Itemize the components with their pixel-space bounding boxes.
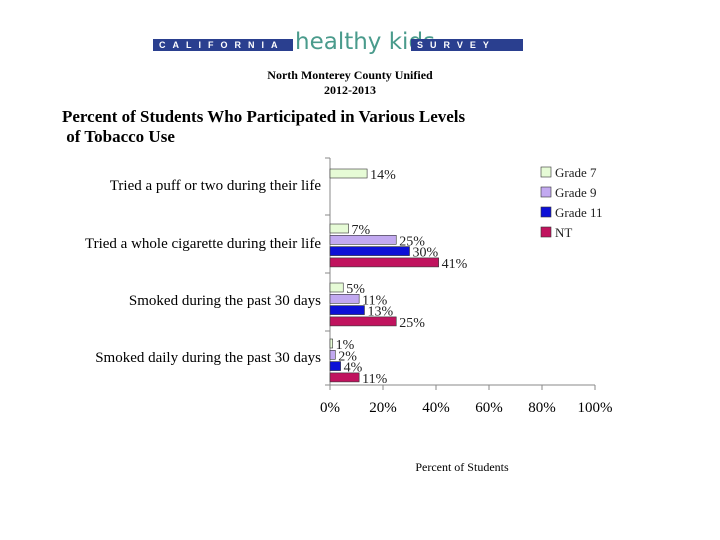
category-label: Tried a whole cigarette during their lif… — [85, 236, 321, 252]
legend-label: Grade 9 — [555, 185, 597, 200]
data-label: 5% — [346, 282, 365, 297]
x-axis-title: Percent of Students — [415, 460, 509, 474]
data-label: 7% — [352, 223, 371, 238]
data-label: 1% — [336, 338, 355, 353]
legend-label: NT — [555, 225, 572, 240]
legend-swatch — [540, 186, 552, 198]
data-label: 2% — [338, 349, 357, 364]
x-tick-label: 80% — [528, 400, 556, 416]
category-label: Tried a puff or two during their life — [110, 178, 322, 194]
bar — [329, 349, 336, 360]
category-label: Smoked during the past 30 days — [129, 293, 321, 309]
data-label: 25% — [399, 234, 425, 249]
x-tick-label: 40% — [422, 400, 450, 416]
chart-title-line-1: Percent of Students Who Participated in … — [62, 107, 466, 126]
chart-title-line-2: of Tobacco Use — [62, 127, 175, 146]
bar — [329, 361, 341, 371]
bar — [329, 257, 439, 268]
data-label: 30% — [413, 246, 439, 261]
bar — [329, 223, 349, 234]
bar — [329, 338, 333, 349]
data-label: 11% — [362, 372, 387, 387]
legend-swatch — [540, 206, 552, 218]
survey-year: 2012-2013 — [324, 83, 376, 97]
bar — [329, 246, 410, 256]
x-tick-label: 0% — [320, 400, 340, 416]
data-label: 14% — [370, 168, 396, 183]
category-label: Smoked daily during the past 30 days — [95, 350, 321, 366]
bar — [329, 282, 344, 293]
legend-swatch — [540, 226, 552, 238]
bar — [329, 293, 360, 304]
chart-title: Percent of Students Who Participated in … — [62, 107, 502, 147]
legend-label: Grade 7 — [555, 165, 597, 180]
bar — [329, 168, 368, 179]
data-label: 41% — [442, 257, 468, 272]
logo-california-band: CALIFORNIA — [153, 39, 293, 51]
data-label: 13% — [367, 305, 393, 320]
logo-survey-band: SURVEY — [411, 39, 523, 51]
data-label: 4% — [344, 361, 363, 376]
x-tick-label: 100% — [578, 400, 613, 416]
legend-swatch — [540, 166, 552, 178]
data-label: 11% — [362, 293, 387, 308]
x-tick-label: 20% — [369, 400, 397, 416]
data-label: 25% — [399, 316, 425, 331]
legend-label: Grade 11 — [555, 205, 603, 220]
bar — [329, 316, 397, 327]
x-tick-label: 60% — [475, 400, 503, 416]
bar — [329, 235, 397, 245]
bar — [329, 372, 360, 383]
bar — [329, 305, 365, 315]
district-name: North Monterey County Unified — [267, 68, 433, 82]
